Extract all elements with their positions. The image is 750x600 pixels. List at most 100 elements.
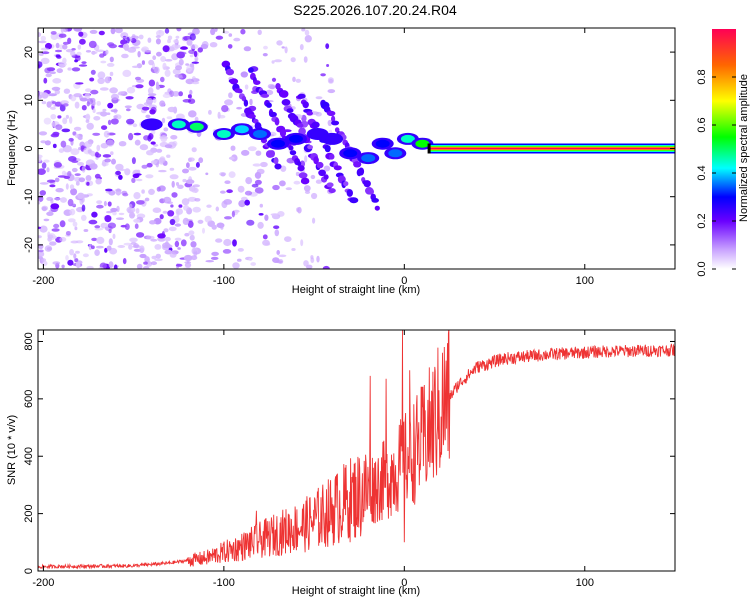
spectrogram-cell [95,49,105,53]
spectrogram-cell [40,140,47,144]
spectrogram-cell [107,42,115,47]
spectrogram-cell [262,53,268,57]
spectrogram-cell [107,102,114,109]
spectrogram-cell [152,144,159,147]
spectrogram-cell [112,233,116,239]
spectrogram-cell [139,245,145,253]
spectrogram-cell [142,265,150,269]
spectrogram-cell [65,183,69,190]
spectrogram-cell [113,264,118,269]
spectrogram-cell [191,81,200,85]
spectrogram-cell [197,219,204,224]
spectrogram-cell [38,168,46,175]
spectrogram-cell [129,203,133,210]
spectrogram-striation-cell [311,121,320,129]
spectrogram-cell [228,33,233,37]
spectrogram-cell [232,239,237,247]
spectrogram-cell [65,254,69,261]
spectrogram-cell [184,262,192,268]
spectrogram-cell [322,265,330,269]
spectrogram-cell [175,263,183,267]
spectrogram-cell [133,248,141,252]
snr-xtick-label: 0 [401,577,407,589]
spectrogram-cell [56,68,63,74]
spectrogram-striation-cell [279,90,289,98]
spectrogram-cell [150,261,157,266]
spectrogram-cell [182,178,187,183]
colorbar-tick-label: 0.2 [696,213,708,228]
spectrogram-cell [291,248,296,251]
spectrogram-cell [136,232,145,238]
spectrogram-cell [121,53,129,59]
spectrogram-cell [186,39,193,46]
spectrogram-striation-cell [374,205,380,211]
spectrogram-cell [310,257,315,263]
spectrogram-cell [148,79,156,87]
snr-xtick-label: -200 [32,577,54,589]
spectrogram-ridge-cell [400,134,415,143]
spectrogram-cell [71,48,76,51]
spectrogram-cell [156,148,163,153]
spectrogram-cell [41,258,47,262]
spectrogram-cell [38,235,42,239]
spectrogram-cell [143,261,148,265]
spectrogram-cell [89,77,95,82]
spectrogram-cell [249,98,253,106]
spectrogram-cell [156,29,165,37]
spectrogram-cell [67,67,72,71]
spectrogram-cell [112,211,117,216]
spectrogram-cell [177,184,184,189]
spectrogram-cell [96,111,105,115]
snr-frame [37,329,676,572]
spectrogram-cell [215,35,224,40]
spectrogram-tone-edge [427,143,431,154]
spectrogram-cell [88,219,98,225]
spectrogram-ytick-label: 10 [23,94,35,106]
spectrogram-cell [167,35,173,41]
spectrogram-cell [272,257,280,263]
spectrogram-cell [49,241,57,246]
spectrogram-cell [244,199,250,206]
spectrogram-cell [38,61,43,68]
spectrogram-cell [209,42,218,48]
spectrogram-cell [67,198,74,207]
spectrogram-cell [109,71,114,77]
spectrogram-cell [301,28,306,32]
spectrogram-cell [157,233,166,239]
spectrogram-cell [81,105,87,111]
spectrogram-cell [170,135,178,140]
spectrogram-cell [189,54,194,58]
spectrogram-cell [98,30,105,36]
spectrogram-cell [299,44,304,51]
spectrogram-cell [85,175,92,182]
spectrogram-cell [117,245,126,248]
spectrogram-cell [150,141,156,145]
snr-marks [38,330,675,570]
spectrogram-cell [46,179,56,183]
spectrogram-cell [231,210,235,218]
spectrogram-cell [69,184,75,190]
spectrogram-cell [133,132,142,136]
spectrogram-ridge-cell [310,130,325,138]
spectrogram-cell [154,244,162,250]
spectrogram-cell [226,189,233,194]
spectrogram-cell [182,217,190,225]
spectrogram-cell [164,236,171,242]
spectrogram-cell [187,220,194,228]
spectrogram-cell [40,47,50,51]
spectrogram-cell [156,51,162,57]
spectrogram-cell [178,91,183,97]
spectrogram-cell [152,55,157,60]
spectrogram-striation-cell [307,145,313,150]
spectrogram-cell [41,206,47,212]
spectrogram-cell [38,157,42,162]
spectrogram-cell [315,96,323,100]
spectrogram-cell [323,165,331,172]
spectrogram-cell [160,76,165,83]
spectrogram-cell [264,214,269,221]
spectrogram-cell [251,183,259,188]
spectrogram-cell [292,76,296,83]
spectrogram-cell [224,99,234,106]
spectrogram-cell [189,63,195,68]
